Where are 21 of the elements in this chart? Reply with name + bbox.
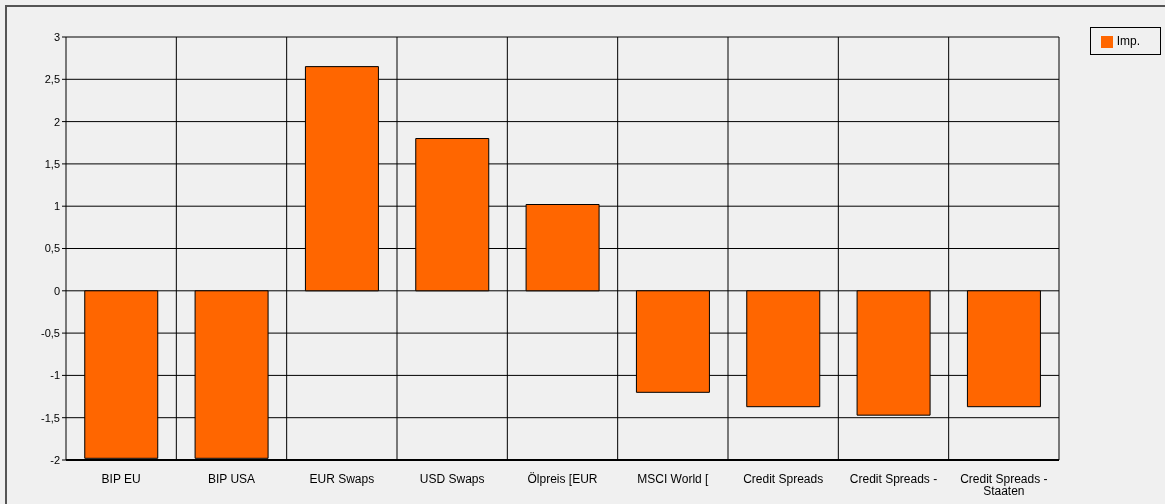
x-tick-label: MSCI World [ [637,471,710,486]
y-tick-label: -2 [50,453,60,466]
y-tick-label: 2,5 [44,73,60,86]
y-tick-label: -1 [50,369,60,382]
y-tick-label: 0 [53,284,60,297]
x-tick-label: Ölpreis [EUR [527,471,598,486]
x-tick-label: Credit Spreads [743,471,824,486]
y-tick-label: -0,5 [41,327,60,340]
y-tick-label: -1,5 [41,411,60,424]
legend-label: Imp. [1116,34,1140,48]
y-tick-label: 1 [53,200,60,213]
x-tick-label: Credit Spreads - [849,471,938,486]
x-tick-label: EUR Swaps [309,471,375,486]
x-tick-label: USD Swaps [419,471,485,486]
y-tick-label: 2 [53,115,60,128]
y-tick-label: 1,5 [44,157,60,170]
x-tick-label: Credit Spreads - Staaten [960,471,1048,498]
x-tick-label: BIP USA [207,471,256,486]
y-tick-label: 3 [53,30,60,43]
x-tick-label: BIP EU [101,471,141,486]
y-tick-label: 0,5 [44,242,60,255]
